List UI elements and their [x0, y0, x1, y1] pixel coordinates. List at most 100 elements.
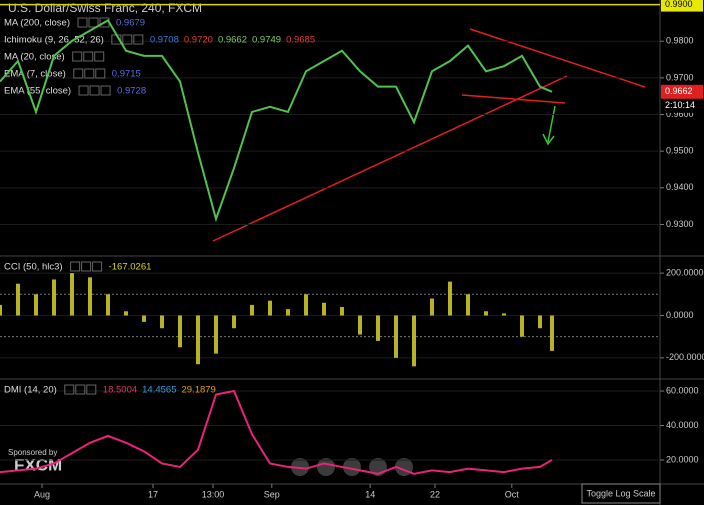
indicator-icon — [77, 17, 88, 28]
y-tick-label: 0.9700 — [666, 72, 694, 82]
bar — [304, 294, 308, 316]
toggle-log-label[interactable]: Toggle Log Scale — [586, 488, 655, 498]
indicator-label: MA (200, close) — [4, 18, 70, 29]
indicator-icon — [75, 384, 86, 395]
level-label: 0.9900 — [665, 0, 693, 9]
bar — [502, 313, 506, 316]
indicator-value: 14.4565 — [142, 385, 176, 396]
y-tick-label: 0.9400 — [666, 182, 694, 192]
indicator-value: 0.9728 — [117, 86, 146, 97]
x-tick-label: Oct — [505, 489, 520, 499]
y-tick-label: 60.0000 — [666, 385, 699, 395]
toggle-log-button[interactable] — [581, 483, 661, 504]
indicator-value: 0.9749 — [252, 35, 281, 46]
y-tick-label: 0.9500 — [666, 146, 694, 156]
indicator-label: EMA (55, close) — [4, 86, 71, 97]
series-line — [0, 18, 553, 223]
bar — [178, 315, 182, 348]
indicator-label: CCI (50, hlc3) — [4, 262, 63, 273]
nav-button[interactable] — [291, 458, 309, 476]
bar — [340, 307, 344, 316]
countdown-box — [661, 99, 703, 113]
arrow — [547, 105, 556, 143]
bar — [448, 281, 452, 316]
indicator-label: DMI (14, 20) — [4, 385, 57, 396]
bar — [412, 315, 416, 367]
indicator-icon — [70, 261, 81, 272]
x-tick-label: Aug — [34, 489, 50, 499]
nav-button[interactable] — [343, 458, 361, 476]
indicator-value: 0.9662 — [218, 35, 247, 46]
countdown: 2:10:14 — [665, 100, 695, 110]
bar — [466, 294, 470, 316]
bar — [538, 315, 542, 329]
bar — [484, 311, 488, 316]
indicator-value: 0.9715 — [112, 69, 141, 80]
x-tick-label: 13:00 — [202, 489, 225, 499]
y-tick-label: 0.9800 — [666, 36, 694, 46]
indicator-icon — [95, 68, 106, 79]
bar — [16, 283, 20, 316]
arrow-head — [542, 133, 555, 146]
indicator-value: 0.9685 — [286, 35, 315, 46]
indicator-icon — [73, 68, 84, 79]
bar — [0, 304, 2, 316]
indicator-icon — [81, 261, 92, 272]
trendline — [461, 94, 566, 104]
bar — [394, 315, 398, 358]
bar — [52, 279, 56, 316]
indicator-label: Ichimoku (9, 26, 52, 26) — [4, 35, 104, 46]
indicator-icon — [89, 85, 100, 96]
y-tick-label: -200.0000 — [666, 352, 704, 362]
bar — [286, 309, 290, 316]
bar — [34, 294, 38, 316]
nav-button[interactable] — [317, 458, 335, 476]
x-tick-label: 22 — [430, 489, 440, 499]
trendline — [212, 75, 568, 242]
bar — [196, 315, 200, 365]
y-tick-label: 0.9600 — [666, 109, 694, 119]
bar — [88, 277, 92, 316]
indicator-value: 29.1879 — [181, 385, 215, 396]
bar — [160, 315, 164, 329]
level-box — [661, 0, 703, 12]
y-tick-label: 0.9300 — [666, 219, 694, 229]
bar — [520, 315, 524, 337]
bar — [250, 304, 254, 316]
indicator-icon — [86, 384, 97, 395]
chart-title: U.S. Dollar/Swiss Franc, 240, FXCM — [8, 1, 202, 15]
x-tick-label: Sep — [264, 489, 280, 499]
indicator-icon — [78, 85, 89, 96]
indicator-icon — [64, 384, 75, 395]
x-tick-label: 17 — [148, 489, 158, 499]
y-tick-label: 200.0000 — [666, 267, 704, 277]
bar — [214, 315, 218, 354]
bar — [106, 294, 110, 316]
indicator-icon — [83, 51, 94, 62]
bar — [142, 315, 146, 322]
trendline — [469, 28, 646, 88]
indicator-icon — [88, 17, 99, 28]
bar — [430, 298, 434, 316]
bar — [358, 315, 362, 335]
bar — [268, 300, 272, 316]
indicator-icon — [133, 34, 144, 45]
indicator-value: 18.5004 — [103, 385, 137, 396]
sponsor-caption: Sponsored by — [8, 448, 57, 457]
bar — [550, 315, 554, 351]
last-price-label: 0.9662 — [665, 86, 693, 96]
indicator-label: MA (20, close) — [4, 52, 65, 63]
indicator-icon — [72, 51, 83, 62]
y-tick-label: 20.0000 — [666, 454, 699, 464]
indicator-icon — [100, 85, 111, 96]
indicator-icon — [94, 51, 105, 62]
indicator-label: EMA (7, close) — [4, 69, 66, 80]
series-line — [0, 389, 553, 475]
bar — [232, 315, 236, 329]
bar — [322, 302, 326, 316]
indicator-value: 0.9679 — [116, 18, 145, 29]
bar — [70, 273, 74, 316]
indicator-icon — [122, 34, 133, 45]
